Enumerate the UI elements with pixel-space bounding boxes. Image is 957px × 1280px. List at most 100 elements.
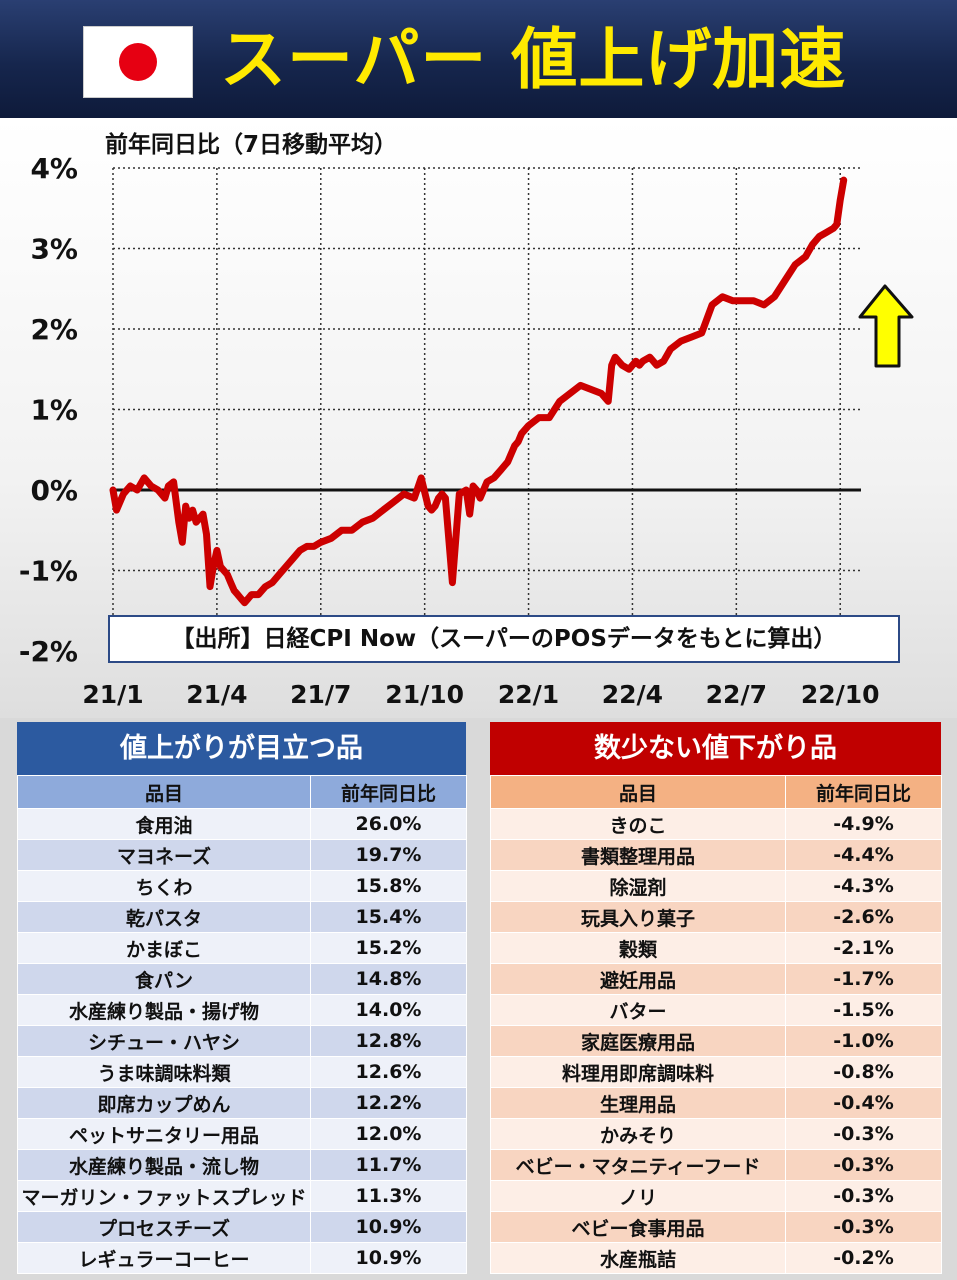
table-row: シチュー・ハヤシ 12.8% [17, 1025, 467, 1057]
table-row: 玩具入り菓子 -2.6% [490, 901, 942, 933]
item-name-cell: 除湿剤 [490, 870, 786, 902]
item-value-cell: 12.6% [310, 1056, 467, 1088]
x-tick-label: 21/1 [82, 680, 143, 709]
table-row: 料理用即席調味料 -0.8% [490, 1056, 942, 1088]
y-tick-label: 4% [30, 152, 78, 185]
item-name-cell: レギュラーコーヒー [17, 1242, 311, 1274]
table-row: 即席カップめん 12.2% [17, 1087, 467, 1119]
up-arrow-icon [858, 284, 914, 368]
item-name-cell: ノリ [490, 1180, 786, 1212]
item-value-cell: 14.8% [310, 963, 467, 995]
item-name-cell: マヨネーズ [17, 839, 311, 871]
item-value-cell: -1.7% [785, 963, 942, 995]
series-line [109, 176, 848, 607]
y-tick-label: 2% [30, 313, 78, 346]
table-row: 食用油 26.0% [17, 808, 467, 840]
table-row: マヨネーズ 19.7% [17, 839, 467, 871]
table-row: かみそり -0.3% [490, 1118, 942, 1150]
item-value-cell: 12.8% [310, 1025, 467, 1057]
item-name-cell: かみそり [490, 1118, 786, 1150]
item-name-cell: 避妊用品 [490, 963, 786, 995]
item-value-cell: -1.5% [785, 994, 942, 1026]
item-name-cell: 食用油 [17, 808, 311, 840]
item-value-cell: 14.0% [310, 994, 467, 1026]
y-axis-title: 前年同日比（7日移動平均） [105, 131, 397, 158]
table-row: ペットサニタリー用品 12.0% [17, 1118, 467, 1150]
table-row: かまぼこ 15.2% [17, 932, 467, 964]
item-name-cell: 水産練り製品・流し物 [17, 1149, 311, 1181]
table-row: レギュラーコーヒー 10.9% [17, 1242, 467, 1274]
item-value-cell: -0.3% [785, 1180, 942, 1212]
item-name-cell: かまぼこ [17, 932, 311, 964]
table-row: プロセスチーズ 10.9% [17, 1211, 467, 1243]
item-name-cell: 乾パスタ [17, 901, 311, 933]
item-value-cell: -4.4% [785, 839, 942, 871]
rising-items-title: 値上がりが目立つ品 [17, 722, 466, 775]
table-row: 穀類 -2.1% [490, 932, 942, 964]
table-row: ノリ -0.3% [490, 1180, 942, 1212]
item-name-cell: 玩具入り菓子 [490, 901, 786, 933]
rising-items-table: 値上がりが目立つ品 品目 前年同日比 食用油 26.0% マヨネーズ 19.7% ちくわ… [17, 722, 467, 1274]
x-tick-label: 22/7 [706, 680, 767, 709]
item-value-cell: 15.4% [310, 901, 467, 933]
column-header-value: 前年同日比 [785, 775, 942, 809]
table-row: 乾パスタ 15.4% [17, 901, 467, 933]
item-name-cell: 書類整理用品 [490, 839, 786, 871]
item-value-cell: 15.8% [310, 870, 467, 902]
y-tick-label: -2% [19, 635, 78, 668]
item-value-cell: -4.3% [785, 870, 942, 902]
table-row: 食パン 14.8% [17, 963, 467, 995]
japan-flag-icon [83, 26, 193, 98]
item-value-cell: -2.6% [785, 901, 942, 933]
table-row: マーガリン・ファットスプレッド 11.3% [17, 1180, 467, 1212]
falling-items-title: 数少ない値下がり品 [490, 722, 941, 775]
y-axis-ticks: 4% 3% 2% 1% 0% -1% -2% [19, 152, 78, 668]
y-tick-label: 3% [30, 233, 78, 266]
y-tick-label: -1% [19, 555, 78, 588]
table-row: 水産練り製品・揚げ物 14.0% [17, 994, 467, 1026]
item-name-cell: 料理用即席調味料 [490, 1056, 786, 1088]
x-tick-label: 22/4 [602, 680, 663, 709]
x-axis-ticks: 21/1 21/4 21/7 21/10 22/1 22/4 22/7 22/10 [82, 680, 879, 709]
y-tick-label: 1% [30, 394, 78, 427]
item-value-cell: -0.4% [785, 1087, 942, 1119]
item-value-cell: -0.2% [785, 1242, 942, 1274]
table-row: 生理用品 -0.4% [490, 1087, 942, 1119]
x-tick-label: 22/1 [498, 680, 559, 709]
item-value-cell: 12.2% [310, 1087, 467, 1119]
item-value-cell: -4.9% [785, 808, 942, 840]
table-row: 避妊用品 -1.7% [490, 963, 942, 995]
table-row: ちくわ 15.8% [17, 870, 467, 902]
table-row: うま味調味料類 12.6% [17, 1056, 467, 1088]
table-row: バター -1.5% [490, 994, 942, 1026]
falling-items-table: 数少ない値下がり品 品目 前年同日比 きのこ -4.9% 書類整理用品 -4.4% 除湿… [490, 722, 942, 1274]
line-chart: 前年同日比（7日移動平均） 4%3%2%1%0%-1%-2% 21/1 21/4 2… [19, 131, 914, 709]
y-tick-label: 0% [30, 474, 78, 507]
item-name-cell: 食パン [17, 963, 311, 995]
item-name-cell: 生理用品 [490, 1087, 786, 1119]
item-name-cell: うま味調味料類 [17, 1056, 311, 1088]
item-value-cell: -1.0% [785, 1025, 942, 1057]
item-value-cell: 11.7% [310, 1149, 467, 1181]
table-row: ベビー食事用品 -0.3% [490, 1211, 942, 1243]
item-name-cell: ベビー・マタニティーフード [490, 1149, 786, 1181]
chart-grid [112, 167, 861, 652]
table-row: 除湿剤 -4.3% [490, 870, 942, 902]
x-tick-label: 21/10 [385, 680, 464, 709]
table-row: 水産瓶詰 -0.2% [490, 1242, 942, 1274]
table-row: 水産練り製品・流し物 11.7% [17, 1149, 467, 1181]
item-name-cell: バター [490, 994, 786, 1026]
x-tick-label: 21/7 [290, 680, 351, 709]
source-note: 【出所】日経CPI Now（スーパーのPOSデータをもとに算出） [108, 615, 900, 663]
header-banner: スーパー 値上げ加速 [0, 0, 957, 118]
item-value-cell: 10.9% [310, 1242, 467, 1274]
item-value-cell: 11.3% [310, 1180, 467, 1212]
item-name-cell: 水産練り製品・揚げ物 [17, 994, 311, 1026]
item-value-cell: 12.0% [310, 1118, 467, 1150]
item-name-cell: 即席カップめん [17, 1087, 311, 1119]
item-name-cell: きのこ [490, 808, 786, 840]
item-name-cell: シチュー・ハヤシ [17, 1025, 311, 1057]
item-name-cell: 穀類 [490, 932, 786, 964]
item-value-cell: -0.8% [785, 1056, 942, 1088]
item-value-cell: 26.0% [310, 808, 467, 840]
